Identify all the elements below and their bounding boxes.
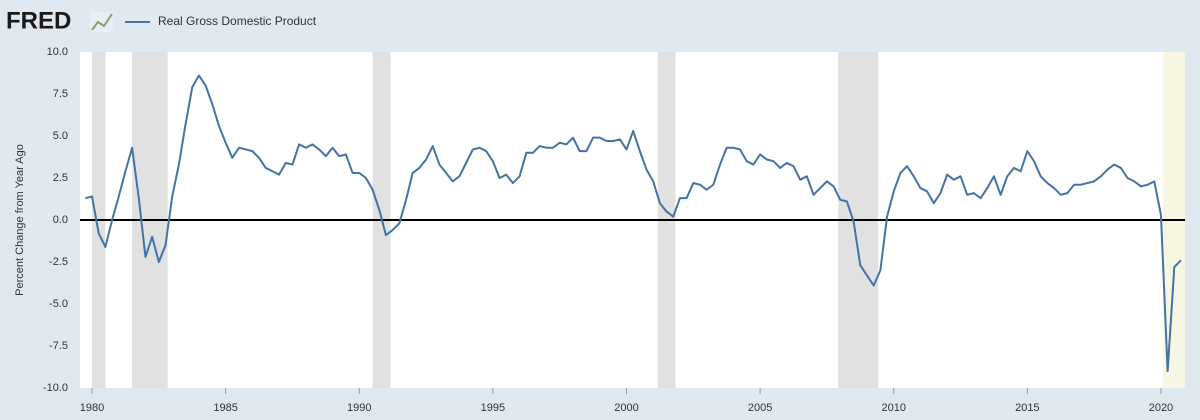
legend-label: Real Gross Domestic Product [158,14,317,28]
y-tick-label: 0.0 [53,214,68,226]
logo-icon [90,12,114,32]
y-tick-label: 2.5 [53,172,68,184]
logo: FRED [6,7,71,34]
y-tick-label: 7.5 [53,88,68,100]
y-tick-label: 10.0 [47,46,68,58]
series-line [85,74,1182,373]
y-tick-label: -10.0 [43,382,68,394]
x-tick-label: 1980 [80,402,104,414]
x-tick-label: 1995 [481,402,505,414]
x-tick-label: 1985 [213,402,237,414]
y-tick-label: -5.0 [49,298,68,310]
x-tick-label: 2020 [1149,402,1173,414]
y-tick-label: 5.0 [53,130,68,142]
x-tick-label: 2010 [881,402,905,414]
x-tick-label: 2005 [748,402,772,414]
y-tick-label: -7.5 [49,340,68,352]
x-tick-label: 2015 [1015,402,1039,414]
x-tick-label: 2000 [614,402,638,414]
y-axis-title: Percent Change from Year Ago [14,144,26,296]
y-tick-label: -2.5 [49,256,68,268]
x-tick-label: 1990 [347,402,371,414]
